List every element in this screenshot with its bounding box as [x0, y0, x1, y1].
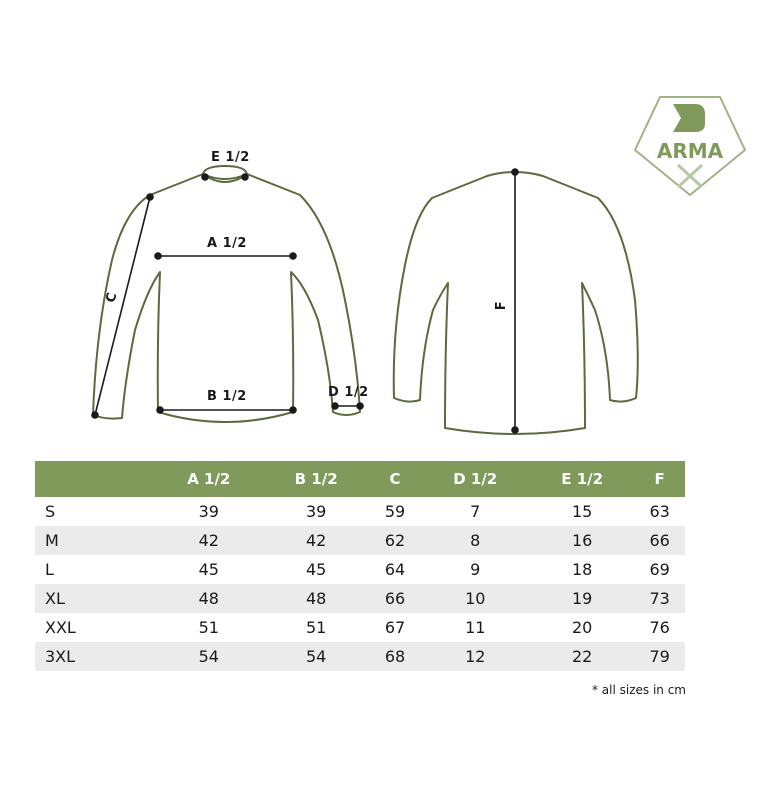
table-cell: 42: [262, 526, 370, 555]
table-cell: 64: [384, 559, 406, 579]
size-label: 3XL: [35, 642, 155, 671]
table-cell: 45: [305, 559, 327, 579]
table-cell: 18: [571, 559, 593, 579]
table-cell: 51: [198, 617, 219, 637]
table-cell: 10: [420, 584, 531, 613]
table-row: S 39 39 59 7 15 63: [35, 497, 685, 526]
table-row: L 45 45 64 9 18 69: [35, 555, 685, 584]
table-cell: 59: [384, 501, 406, 521]
table-cell: 66: [369, 584, 421, 613]
table-cell: 79: [634, 642, 685, 671]
table-cell: 39: [198, 501, 219, 521]
size-label: XL: [35, 584, 155, 613]
table-cell: 63: [649, 501, 670, 521]
size-label: XXL: [45, 617, 76, 637]
table-row: XL 48 48 66 10 19 73: [35, 584, 685, 613]
column-header: D 1/2: [420, 461, 531, 497]
table-cell: 11: [465, 617, 486, 637]
table-cell: 51: [305, 617, 327, 637]
front-shirt: [92, 165, 361, 423]
label-b: B 1/2: [207, 389, 247, 404]
table-cell: 16: [530, 526, 635, 555]
label-a: A 1/2: [207, 236, 247, 251]
table-cell: 67: [384, 617, 406, 637]
size-label: S: [45, 501, 56, 521]
table-cell: 54: [155, 642, 263, 671]
column-header: A 1/2: [155, 461, 263, 497]
label-f: F: [494, 300, 510, 311]
size-diagram: ARMA: [91, 96, 746, 435]
table-row: M 42 42 62 8 16 66: [35, 526, 685, 555]
table-row: 3XL 54 54 68 12 22 79: [35, 642, 685, 671]
column-header: C: [369, 461, 421, 497]
back-shirt: [392, 171, 639, 435]
table-cell: 68: [369, 642, 421, 671]
table-cell: 12: [420, 642, 531, 671]
table-cell: 20: [571, 617, 593, 637]
table-cell: 54: [262, 642, 370, 671]
table-cell: 62: [369, 526, 421, 555]
table-cell: 76: [649, 617, 670, 637]
table-cell: 7: [470, 501, 481, 521]
table-cell: 19: [530, 584, 635, 613]
table-row: XXL 51 51 67 11 20 76: [35, 613, 685, 642]
table-cell: 66: [634, 526, 685, 555]
table-cell: 48: [262, 584, 370, 613]
label-d: D 1/2: [328, 385, 369, 400]
table-cell: 48: [155, 584, 263, 613]
table-cell: 22: [530, 642, 635, 671]
table-cell: 8: [420, 526, 531, 555]
label-e: E 1/2: [211, 150, 250, 165]
column-header: [35, 461, 155, 497]
table-cell: 73: [634, 584, 685, 613]
arma-logo: ARMA: [634, 96, 746, 196]
table-cell: 15: [571, 501, 593, 521]
column-header: F: [634, 461, 685, 497]
table-cell: 45: [198, 559, 219, 579]
column-header: E 1/2: [530, 461, 635, 497]
measurement-lines: [91, 168, 519, 434]
size-label: L: [45, 559, 54, 579]
table-cell: 39: [305, 501, 327, 521]
table-cell: 9: [470, 559, 481, 579]
table-cell: 69: [649, 559, 670, 579]
footnote: * all sizes in cm: [591, 683, 686, 697]
size-table: A 1/2 B 1/2 C D 1/2 E 1/2 F S 39 39 59 7 15 63…: [35, 461, 685, 671]
size-label: M: [35, 526, 155, 555]
logo-text: ARMA: [657, 139, 724, 163]
table-header-row: A 1/2 B 1/2 C D 1/2 E 1/2 F: [35, 461, 685, 497]
column-header: B 1/2: [262, 461, 370, 497]
table-cell: 42: [155, 526, 263, 555]
